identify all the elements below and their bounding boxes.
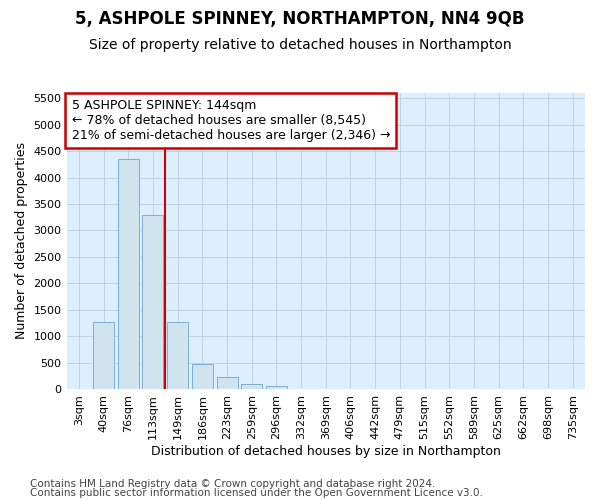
Text: 5, ASHPOLE SPINNEY, NORTHAMPTON, NN4 9QB: 5, ASHPOLE SPINNEY, NORTHAMPTON, NN4 9QB — [75, 10, 525, 28]
Bar — [192, 364, 213, 389]
Text: Contains HM Land Registry data © Crown copyright and database right 2024.: Contains HM Land Registry data © Crown c… — [30, 479, 436, 489]
Bar — [217, 377, 238, 389]
Bar — [93, 322, 114, 389]
Bar — [266, 386, 287, 389]
Bar — [241, 384, 262, 389]
Text: Contains public sector information licensed under the Open Government Licence v3: Contains public sector information licen… — [30, 488, 483, 498]
Bar — [167, 322, 188, 389]
Y-axis label: Number of detached properties: Number of detached properties — [15, 142, 28, 340]
X-axis label: Distribution of detached houses by size in Northampton: Distribution of detached houses by size … — [151, 444, 501, 458]
Text: Size of property relative to detached houses in Northampton: Size of property relative to detached ho… — [89, 38, 511, 52]
Bar — [118, 159, 139, 389]
Bar — [142, 214, 163, 389]
Text: 5 ASHPOLE SPINNEY: 144sqm
← 78% of detached houses are smaller (8,545)
21% of se: 5 ASHPOLE SPINNEY: 144sqm ← 78% of detac… — [72, 99, 390, 142]
